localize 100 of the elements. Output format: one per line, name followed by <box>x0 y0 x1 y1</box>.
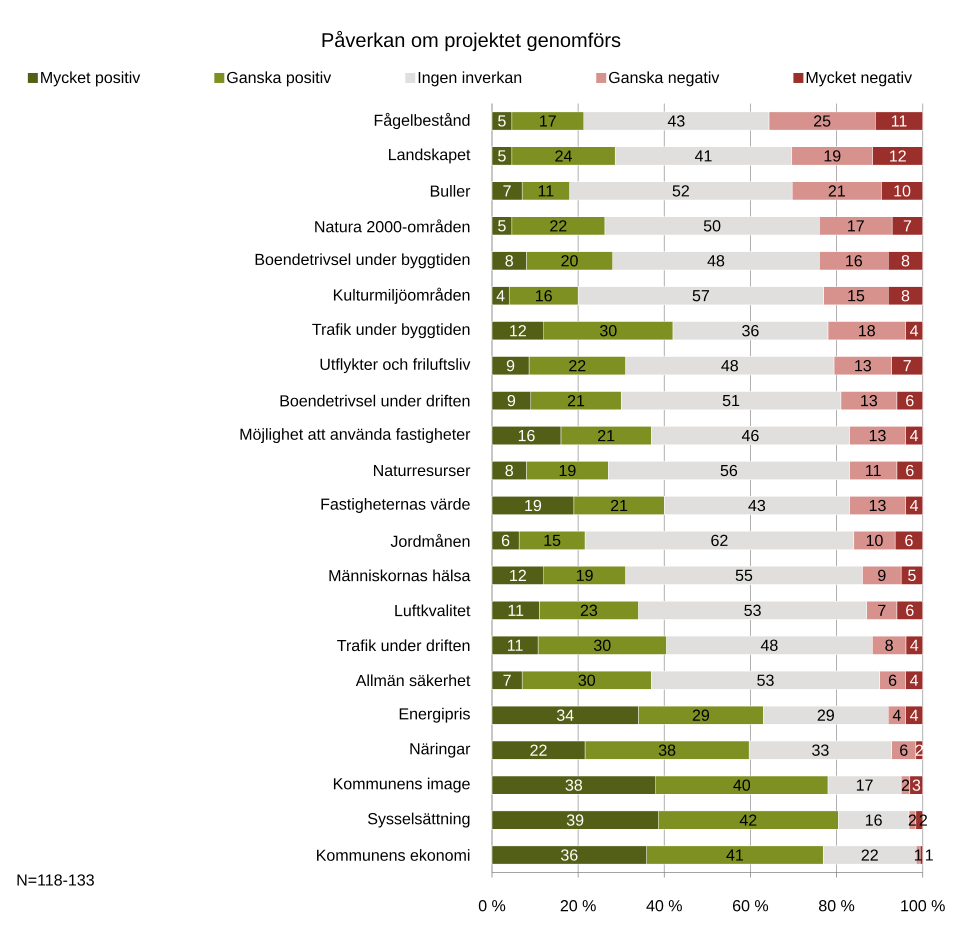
data-label: 16 <box>866 814 882 826</box>
data-label: 16 <box>846 255 862 266</box>
data-label: 23 <box>580 604 598 616</box>
data-label: 36 <box>742 325 759 336</box>
legend-label: Ganska positiv <box>227 71 332 86</box>
data-label: 53 <box>744 604 761 616</box>
y-tick-label: Allmän säkerhet <box>356 674 470 686</box>
x-tick-label: 0 % <box>478 900 506 912</box>
data-label: 11 <box>866 465 881 476</box>
data-label: 4 <box>910 640 918 651</box>
data-label: 40 <box>733 779 750 791</box>
data-label: 6 <box>906 394 914 406</box>
data-label: 38 <box>566 779 582 791</box>
data-label: 50 <box>704 220 720 232</box>
data-label: 12 <box>890 150 906 162</box>
data-label: 10 <box>866 534 883 546</box>
y-tick-label: Luftkvalitet <box>395 604 470 616</box>
data-label: 29 <box>692 710 710 721</box>
data-label: 6 <box>905 534 913 546</box>
data-label: 43 <box>748 500 766 512</box>
data-label: 38 <box>658 744 676 756</box>
data-label: 11 <box>892 115 907 126</box>
legend-label: Mycket negativ <box>806 71 912 86</box>
x-tick-label: 80 % <box>819 900 854 912</box>
data-label: 22 <box>862 849 878 861</box>
y-tick-label: Trafik under driften <box>337 639 470 652</box>
data-label: 15 <box>544 534 560 546</box>
data-label: 5 <box>498 220 506 232</box>
legend-label: Mycket positiv <box>41 71 140 86</box>
y-tick-label: Kommunens image <box>334 778 470 793</box>
data-label: 13 <box>870 430 886 442</box>
data-label: 6 <box>906 464 914 476</box>
data-label: 7 <box>878 604 886 616</box>
data-label: 17 <box>848 220 864 232</box>
data-label: 4 <box>910 500 918 511</box>
y-tick-label: Människornas hälsa <box>329 570 470 582</box>
data-label: 41 <box>726 850 744 861</box>
data-label: 43 <box>668 115 685 127</box>
data-label: 12 <box>510 570 526 581</box>
data-label: 3 <box>912 779 920 791</box>
y-tick-label: Energipris <box>400 708 470 723</box>
data-label: 8 <box>505 464 513 476</box>
y-tick-label: Fågelbestånd <box>374 112 470 130</box>
data-label: 6 <box>906 604 914 616</box>
data-label: 13 <box>861 394 878 406</box>
data-label: 7 <box>904 360 911 372</box>
data-label: 7 <box>503 674 511 686</box>
data-label: 1 <box>926 850 933 861</box>
y-tick-label: Landskapet <box>389 148 470 164</box>
data-label: 9 <box>878 570 886 582</box>
data-label: 19 <box>824 150 840 162</box>
data-label: 36 <box>561 849 578 861</box>
x-tick-label: 40 % <box>646 900 682 912</box>
data-label: 11 <box>508 640 523 651</box>
data-label: 5 <box>498 150 506 162</box>
y-tick-label: Boendetrivsel under byggtiden <box>256 253 470 268</box>
data-label: 53 <box>757 674 774 686</box>
data-label: 48 <box>721 360 738 372</box>
data-label: 8 <box>505 255 513 266</box>
data-label: 18 <box>859 325 875 336</box>
data-label: 19 <box>525 500 542 512</box>
data-label: 55 <box>736 570 752 581</box>
x-tick-label: 60 % <box>733 900 768 912</box>
y-tick-label: Sysselsättning <box>368 812 470 828</box>
y-tick-label: Kommunens ekonomi <box>317 849 470 861</box>
y-tick-label: Naturresurser <box>374 464 470 476</box>
data-label: 16 <box>536 290 552 302</box>
data-label: 4 <box>910 430 918 442</box>
data-label: 5 <box>498 115 506 127</box>
data-label: 62 <box>711 534 728 546</box>
y-tick-label: Buller <box>430 185 470 197</box>
data-label: 56 <box>720 464 738 476</box>
x-tick-label: 100 % <box>901 900 945 912</box>
data-label: 10 <box>894 185 910 197</box>
data-label: 4 <box>910 325 918 336</box>
text: N=118-133 <box>18 874 94 886</box>
data-label: 8 <box>885 640 893 651</box>
data-label: 12 <box>510 325 526 336</box>
data-label: 13 <box>870 500 886 512</box>
data-label: 7 <box>904 220 912 232</box>
y-tick-label: Boendetrivsel under driften <box>280 394 470 406</box>
data-label: 48 <box>760 640 778 651</box>
data-label: 2 <box>902 780 910 791</box>
data-label: 6 <box>888 674 896 686</box>
data-label: 52 <box>672 185 689 197</box>
data-label: 25 <box>814 115 830 127</box>
data-label: 42 <box>740 814 756 826</box>
data-label: 46 <box>742 430 759 442</box>
data-label: 21 <box>598 430 614 442</box>
y-tick-label: Trafik under byggtiden <box>312 323 470 338</box>
y-tick-label: Natura 2000-områden <box>315 219 470 232</box>
data-label: 19 <box>576 570 593 582</box>
data-label: 51 <box>722 395 740 406</box>
data-label: 15 <box>848 290 864 302</box>
y-tick-label: Fastigheternas värde <box>321 498 470 513</box>
data-label: 8 <box>902 255 910 266</box>
data-label: 21 <box>610 500 628 512</box>
data-label: 20 <box>561 255 578 266</box>
data-label: 17 <box>540 115 556 126</box>
x-tick-label: 20 % <box>560 900 596 912</box>
